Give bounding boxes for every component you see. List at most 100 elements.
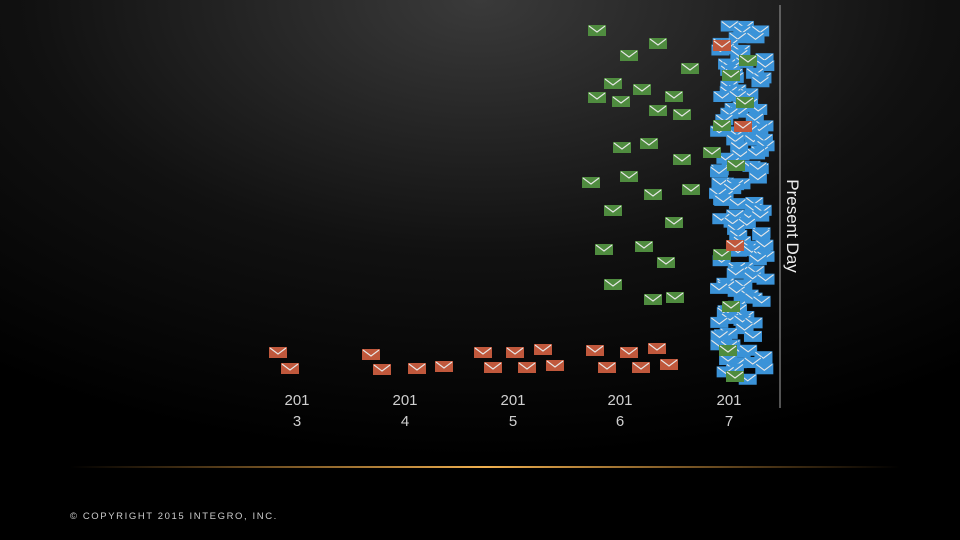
envelope-body	[598, 362, 616, 373]
envelope-body	[474, 347, 492, 358]
envelope	[713, 249, 731, 260]
envelope	[727, 285, 746, 297]
envelope-flap	[729, 32, 747, 40]
envelope-body	[644, 189, 662, 200]
envelope-body	[748, 162, 767, 174]
envelope-body	[721, 312, 740, 324]
envelope-flap	[484, 362, 502, 370]
envelope-flap	[474, 347, 492, 355]
envelope-body	[709, 187, 728, 199]
envelope-flap	[666, 292, 684, 300]
envelope	[681, 63, 699, 74]
envelope-flap	[755, 363, 773, 371]
envelope-flap	[640, 138, 658, 146]
copyright: © COPYRIGHT 2015 INTEGRO, INC.	[70, 511, 278, 522]
envelope-flap	[753, 296, 770, 304]
envelope-flap	[546, 360, 564, 368]
envelope-body	[743, 271, 762, 283]
envelope-flap	[604, 279, 622, 287]
envelope	[269, 347, 287, 358]
envelope-flap	[727, 160, 745, 168]
envelope	[649, 105, 667, 116]
envelope-body	[582, 177, 600, 188]
envelope	[673, 154, 691, 165]
envelope-body	[726, 134, 745, 146]
envelope	[633, 84, 651, 95]
envelope-body	[751, 25, 770, 37]
envelope	[748, 172, 767, 184]
envelope-body	[722, 301, 740, 312]
envelope-body	[751, 210, 770, 222]
envelope-body	[713, 249, 731, 260]
envelope	[719, 345, 737, 356]
envelope-flap	[736, 97, 754, 105]
year-label-line1: 201	[500, 392, 525, 409]
envelope-body	[756, 140, 775, 152]
envelope-flap	[657, 257, 675, 265]
envelope	[728, 198, 747, 210]
envelope-flap	[747, 32, 764, 41]
envelope	[582, 177, 600, 188]
envelope	[649, 38, 667, 49]
envelope	[644, 189, 662, 200]
envelope	[739, 344, 758, 356]
envelope-flap	[598, 362, 616, 370]
envelope-body	[746, 265, 765, 277]
envelope-flap	[719, 354, 737, 362]
envelope-body	[728, 245, 747, 257]
envelope-flap	[518, 362, 536, 370]
envelope	[710, 166, 729, 178]
envelope-flap	[682, 184, 700, 192]
envelope	[598, 362, 616, 373]
envelope-body	[710, 339, 729, 351]
envelope-body	[595, 244, 613, 255]
envelope-body	[753, 204, 772, 216]
envelope	[719, 354, 738, 366]
envelope-body	[723, 216, 742, 228]
envelope-body	[731, 149, 750, 161]
envelope	[745, 113, 764, 125]
envelope	[640, 138, 658, 149]
envelope-flap	[506, 347, 524, 355]
envelope-body	[604, 205, 622, 216]
envelope-body	[739, 344, 758, 356]
envelope-flap	[756, 240, 773, 248]
envelope	[751, 76, 770, 88]
envelope-flap	[729, 198, 747, 206]
envelope-body	[739, 210, 758, 222]
envelope-body	[744, 203, 763, 215]
envelope-body	[722, 70, 740, 81]
envelope-flap	[717, 366, 734, 375]
envelope-flap	[726, 371, 744, 379]
year-label-line2: 3	[293, 413, 301, 430]
envelope-flap	[620, 50, 638, 58]
envelope	[474, 347, 492, 358]
envelope-body	[755, 53, 774, 65]
envelope	[752, 295, 771, 307]
envelope-flap	[747, 148, 765, 157]
envelope	[735, 323, 754, 335]
envelope-flap	[726, 240, 744, 248]
envelope	[755, 239, 774, 251]
envelope	[727, 160, 745, 171]
year-label-line1: 201	[392, 392, 417, 409]
envelope	[518, 362, 536, 373]
envelope-body	[716, 152, 735, 164]
envelope	[712, 213, 731, 225]
envelope-body	[648, 343, 666, 354]
envelope-flap	[713, 249, 731, 257]
envelope	[534, 344, 552, 355]
envelope-body	[710, 282, 729, 294]
envelope	[752, 229, 771, 241]
envelope	[710, 330, 729, 342]
envelope	[604, 205, 622, 216]
envelope	[713, 120, 731, 131]
envelope-body	[728, 357, 747, 369]
envelope	[716, 366, 735, 378]
envelope-body	[743, 330, 762, 342]
envelope-body	[738, 373, 757, 385]
envelope-body	[632, 362, 650, 373]
envelope-body	[649, 38, 667, 49]
envelope-flap	[281, 363, 299, 371]
